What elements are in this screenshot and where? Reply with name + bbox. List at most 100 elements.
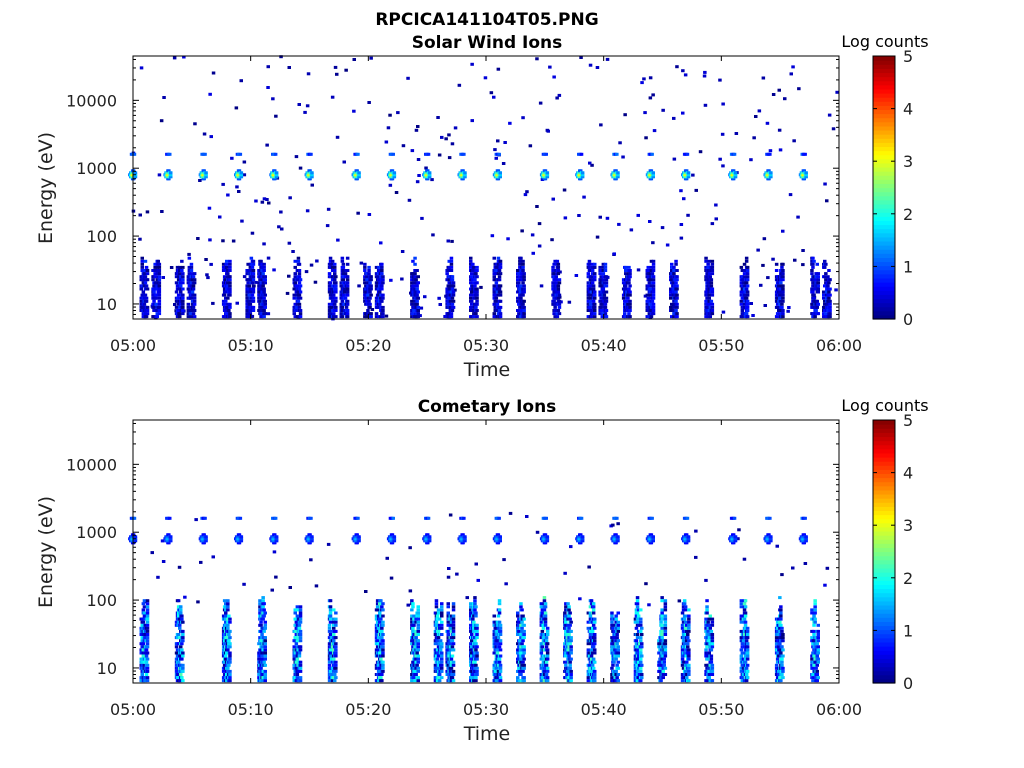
heatmap-cell [333, 302, 337, 306]
heatmap-cell [447, 567, 451, 570]
heatmap-cell [779, 287, 783, 291]
heatmap-cell [297, 281, 302, 285]
heatmap-cell [416, 626, 420, 630]
heatmap-cell [313, 280, 318, 284]
heatmap-cell [228, 660, 232, 664]
heatmap-cell [333, 262, 337, 266]
heatmap-cell [297, 623, 302, 627]
heatmap-cell [475, 296, 479, 300]
heatmap-cell [145, 669, 150, 673]
heatmap-cell [366, 309, 370, 312]
heatmap-cell [733, 539, 738, 543]
heatmap-cell [710, 305, 715, 309]
heatmap-cell [143, 679, 148, 683]
heatmap-cell [556, 269, 561, 272]
heatmap-cell [804, 171, 808, 175]
heatmap-cell [670, 309, 674, 312]
heatmap-cell [152, 305, 156, 309]
heatmap-cell [789, 72, 793, 76]
heatmap-cell [670, 302, 674, 306]
heatmap-cell [263, 626, 267, 630]
heatmap-cell [777, 287, 781, 291]
heatmap-cell [624, 315, 628, 319]
heatmap-cell [260, 262, 264, 266]
heatmap-cell [816, 287, 820, 291]
heatmap-cell [416, 315, 420, 319]
heatmap-cell [392, 173, 397, 177]
heatmap-cell [226, 648, 230, 652]
heatmap-cell [140, 639, 144, 643]
heatmap-cell [204, 173, 208, 177]
heatmap-cell [704, 315, 708, 319]
heatmap-cell [329, 654, 334, 658]
heatmap-cell [446, 269, 450, 272]
heatmap-cell [827, 269, 831, 272]
heatmap-cell [376, 293, 381, 297]
heatmap-cell [180, 259, 184, 263]
heatmap-cell [797, 87, 801, 91]
heatmap-cell [672, 315, 676, 319]
heatmap-cell [416, 617, 420, 621]
heatmap-cell [157, 290, 162, 294]
heatmap-cell [334, 629, 338, 633]
heatmap-cell [557, 305, 562, 309]
heatmap-cell [675, 293, 679, 297]
heatmap-cell [742, 269, 747, 272]
heatmap-cell [190, 299, 195, 303]
heatmap-cell [140, 663, 144, 667]
heatmap-cell [603, 269, 608, 272]
heatmap-cell [814, 272, 818, 276]
heatmap-cell [446, 629, 450, 633]
heatmap-cell [248, 312, 253, 316]
heatmap-cell [250, 265, 255, 269]
heatmap-cell [781, 312, 785, 316]
heatmap-cell [178, 617, 182, 621]
heatmap-cell [145, 657, 150, 661]
heatmap-cell [228, 669, 232, 673]
heatmap-cell [579, 516, 584, 520]
heatmap-cell [475, 673, 479, 676]
heatmap-cell [519, 269, 523, 272]
heatmap-cell [474, 663, 478, 667]
heatmap-cell [222, 599, 227, 603]
heatmap-cell [298, 312, 303, 316]
heatmap-cell [357, 171, 361, 175]
heatmap-cell [410, 679, 414, 683]
heatmap-cell [498, 173, 502, 177]
colorbar-band [873, 314, 895, 320]
heatmap-cell [181, 293, 185, 297]
heatmap-cell [178, 623, 182, 627]
heatmap-cell [308, 541, 312, 545]
heatmap-cell [374, 265, 379, 269]
heatmap-cell [553, 259, 557, 263]
heatmap-cell [329, 657, 334, 661]
heatmap-cell [410, 617, 414, 621]
heatmap-cell [451, 614, 456, 618]
heatmap-cell [643, 294, 648, 298]
heatmap-cell [297, 103, 301, 106]
heatmap-cell [557, 299, 562, 303]
heatmap-cell [811, 284, 815, 288]
heatmap-cell [222, 287, 227, 291]
heatmap-cell [434, 602, 439, 606]
heatmap-cell [345, 269, 350, 272]
heatmap-cell [279, 55, 283, 59]
colorbar-band [873, 261, 895, 267]
heatmap-cell [414, 673, 418, 676]
heatmap-cell [172, 56, 177, 60]
heatmap-cell [741, 281, 746, 285]
heatmap-cell [260, 654, 264, 658]
heatmap-cell [435, 651, 440, 655]
heatmap-cell [451, 305, 456, 309]
heatmap-cell [144, 296, 149, 300]
heatmap-cell [293, 272, 297, 276]
heatmap-cell [260, 305, 264, 309]
heatmap-cell [298, 639, 303, 643]
heatmap-cell [579, 533, 583, 537]
heatmap-cell [593, 262, 597, 266]
heatmap-cell [494, 272, 499, 276]
colorbar-band [873, 97, 895, 102]
heatmap-cell [816, 278, 820, 282]
heatmap-cell [552, 275, 556, 279]
